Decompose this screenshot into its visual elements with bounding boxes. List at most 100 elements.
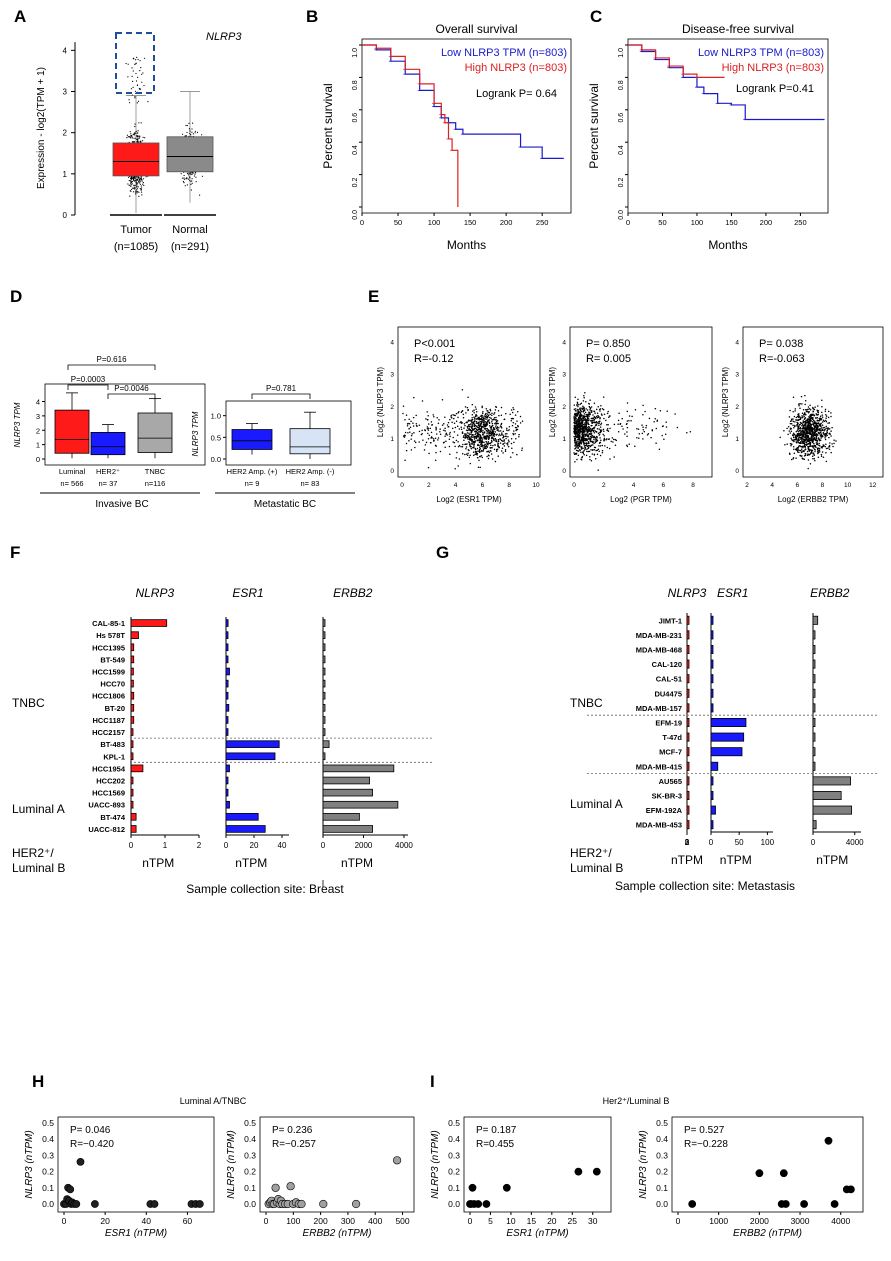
panel-e-point (805, 409, 808, 411)
panel-e-point (636, 436, 638, 439)
panel-e-point (822, 431, 825, 434)
panel-e-point (466, 427, 469, 429)
panel-b-legend-low: Low NLRP3 TPM (n=803) (441, 47, 567, 59)
panel-e-point (798, 405, 800, 407)
panel-e-point (796, 419, 798, 421)
panel-e-point (580, 430, 583, 433)
panel-f-xtick-label: 0 (224, 841, 229, 850)
panel-e-point (606, 427, 609, 430)
panel-c-ytick-label: 0.2 (618, 177, 625, 187)
panel-e-point (490, 417, 492, 420)
panel-e-point (481, 415, 483, 417)
panel-e-ytick-label: 1 (390, 436, 394, 443)
panel-e-point (601, 407, 604, 410)
panel-d-group-left: Invasive BC (95, 499, 148, 510)
panel-e-point (490, 437, 493, 439)
panel-e-point (606, 424, 608, 426)
panel-e-point (826, 428, 829, 430)
panel-e-point (824, 434, 826, 437)
panel-e-point (490, 444, 492, 446)
panel-a-point (188, 172, 190, 174)
panel-e-point (658, 448, 661, 450)
panel-e-point (507, 436, 509, 438)
panel-e-point (496, 420, 499, 422)
panel-i-xtick-label: 25 (568, 1216, 578, 1226)
panel-e-rvalue: R=-0.12 (414, 353, 453, 365)
panel-e-point (655, 442, 657, 444)
panel-letter-G: G (436, 543, 449, 562)
panel-e-point (473, 411, 475, 414)
panel-h-point (72, 1200, 81, 1208)
panel-d-cat-left: HER2⁺ (96, 467, 120, 476)
panel-g-bar-0 (686, 805, 690, 815)
panel-e-point (584, 444, 587, 447)
panel-e-point (594, 416, 596, 418)
panel-e-point (820, 418, 823, 420)
panel-e-point (430, 431, 433, 434)
panel-g-cell-label: MDA-MB-453 (636, 821, 682, 830)
panel-e-point (476, 425, 478, 428)
panel-i-ytick-label: 0.5 (656, 1118, 668, 1128)
panel-e-point (796, 430, 799, 432)
panel-e-point (597, 422, 599, 424)
panel-e-point (806, 430, 808, 433)
panel-a-point (135, 59, 137, 61)
panel-e-point (469, 454, 471, 456)
panel-e-point (465, 443, 467, 446)
panel-e-point (449, 431, 451, 434)
panel-e-point (582, 400, 585, 402)
panel-h-point (195, 1200, 204, 1208)
panel-d-group-right: Metastatic BC (254, 499, 316, 510)
panel-f-bar-0 (130, 740, 134, 748)
panel-f-xtick-label: 2000 (355, 841, 373, 850)
panel-a-point (191, 180, 193, 182)
panel-e-point (792, 418, 794, 420)
panel-e-point (608, 415, 611, 417)
panel-e-point (478, 450, 481, 452)
panel-e-point (485, 407, 488, 410)
panel-e-point (630, 420, 632, 422)
panel-e-point (490, 441, 493, 444)
panel-f-cell-label: BT-549 (100, 655, 125, 664)
panel-e-point (827, 422, 829, 424)
panel-b-ytick-label: 0.4 (352, 145, 359, 155)
panel-e-point (602, 433, 604, 436)
panel-e-point (489, 446, 491, 449)
panel-e-point (642, 404, 644, 407)
panel-e-point (588, 427, 590, 430)
panel-e-point (596, 453, 599, 456)
panel-e-point (487, 429, 489, 431)
panel-e-point (510, 409, 513, 411)
panel-e-point (480, 422, 483, 425)
panel-e-point (806, 443, 808, 446)
panel-e-point (634, 445, 636, 447)
panel-e-point (510, 438, 513, 440)
panel-a-point (136, 140, 139, 142)
panel-h-ytick-label: 0.3 (244, 1150, 256, 1160)
panel-e-point (405, 442, 408, 445)
panel-e-point (815, 423, 818, 425)
panel-e-point (804, 436, 806, 438)
panel-f-group-label: HER2⁺/ (12, 846, 54, 860)
panel-e-point (483, 436, 486, 439)
panel-e-point (502, 443, 504, 446)
panel-e-point (465, 412, 467, 414)
panel-a-point (184, 185, 186, 187)
panel-f-bar-2 (322, 643, 326, 652)
panel-f-bar-2 (322, 752, 326, 761)
panel-h-xtick-label: 100 (286, 1216, 300, 1226)
panel-i-point (482, 1200, 491, 1208)
panel-f-cell-label: BT-483 (100, 740, 125, 749)
panel-e-point (593, 448, 596, 451)
panel-i-point (781, 1200, 790, 1208)
panel-i-pvalue: P= 0.187 (476, 1125, 517, 1136)
panel-a-point (142, 183, 144, 185)
panel-e-point (599, 441, 601, 444)
panel-f-cell-label: KPL-1 (103, 752, 125, 761)
panel-e-point (428, 434, 431, 436)
panel-a-point (131, 188, 133, 190)
panel-e-point (579, 426, 581, 429)
panel-e-point (576, 408, 579, 411)
panel-e-point (504, 448, 507, 451)
panel-f-cell-label: BT-20 (105, 704, 125, 713)
